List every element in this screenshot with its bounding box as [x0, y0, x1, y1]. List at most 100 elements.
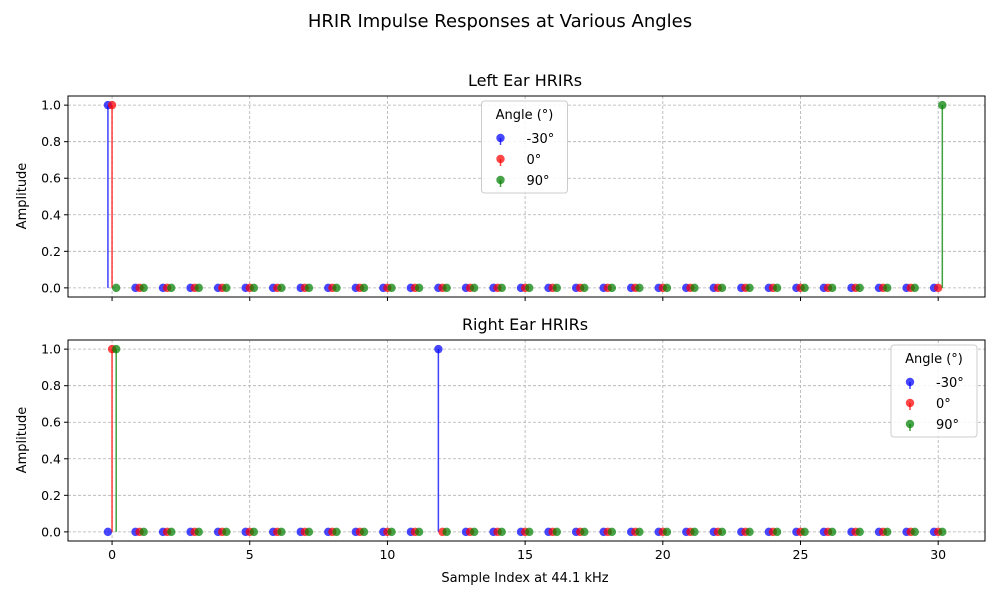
stem-marker: [332, 527, 341, 537]
legend-entry: 90°: [527, 174, 550, 189]
y-tick-label: 0.6: [41, 171, 61, 186]
stem-marker: [580, 283, 589, 293]
stem-marker: [938, 527, 947, 537]
stem-marker: [442, 527, 451, 537]
stem-marker: [139, 283, 148, 293]
y-tick-label: 0.4: [41, 451, 61, 466]
y-tick-label: 0.0: [41, 524, 61, 539]
stem-marker: [139, 527, 148, 537]
stem-marker: [910, 283, 919, 293]
stem-marker: [525, 527, 534, 537]
stem-marker: [690, 527, 699, 537]
stem-marker: [635, 527, 644, 537]
y-tick-label: 0.2: [41, 244, 61, 259]
stem-marker: [855, 527, 864, 537]
legend-box: [890, 344, 978, 438]
legend-entry: -30°: [936, 376, 964, 391]
figure-title: HRIR Impulse Responses at Various Angles: [308, 11, 692, 32]
y-tick-label: 1.0: [41, 342, 61, 357]
stem-marker: [222, 527, 231, 537]
stem-marker: [249, 527, 259, 537]
stem-marker: [194, 283, 204, 293]
stem-marker: [717, 527, 727, 537]
right-ear-title: Right Ear HRIRs: [462, 315, 588, 334]
stem-marker: [883, 283, 892, 293]
y-tick-label: 0.4: [41, 207, 61, 222]
x-tick-label: 15: [517, 547, 533, 562]
legend-marker: [905, 398, 915, 408]
stem-marker: [883, 527, 892, 537]
stem-marker: [222, 283, 231, 293]
stem-marker: [635, 283, 644, 293]
stem-marker: [580, 527, 589, 537]
stem-marker: [525, 283, 534, 293]
stem-marker: [387, 527, 396, 537]
stem-marker: [167, 527, 176, 537]
y-tick-label: 0.0: [41, 280, 61, 295]
left-ear-ylabel: Amplitude: [15, 163, 30, 230]
legend-title: Angle (°): [905, 352, 963, 367]
stem-marker: [662, 527, 672, 537]
stem-marker: [167, 283, 176, 293]
stem-marker: [304, 527, 314, 537]
stem-marker: [800, 527, 809, 537]
stem-series: [103, 100, 947, 293]
stem-marker: [277, 283, 286, 293]
stem-marker: [497, 527, 506, 537]
stem-marker: [690, 283, 699, 293]
stem-marker: [414, 283, 424, 293]
stem-marker: [249, 283, 259, 293]
stem-marker: [800, 283, 809, 293]
legend-marker: [496, 175, 505, 185]
y-tick-label: 0.6: [41, 415, 61, 430]
legend-entry: 0°: [936, 397, 951, 412]
legend-marker: [905, 377, 915, 387]
left-ear-title: Left Ear HRIRs: [468, 71, 582, 90]
stem-marker: [745, 283, 754, 293]
stem-marker: [332, 283, 341, 293]
x-tick-label: 30: [930, 547, 946, 562]
stem-marker: [469, 283, 479, 293]
stem-series: [103, 344, 947, 537]
stem-marker: [469, 527, 479, 537]
legend: Angle (°) -30° 0° 90°: [890, 344, 978, 438]
legend-title: Angle (°): [496, 108, 554, 123]
stem-marker: [107, 100, 117, 110]
y-tick-label: 0.8: [41, 134, 61, 149]
stem-marker: [414, 527, 424, 537]
stem-marker: [662, 283, 672, 293]
legend-marker: [496, 154, 505, 164]
stem-marker: [304, 283, 314, 293]
right-ear-ylabel: Amplitude: [15, 407, 30, 474]
legend-marker: [905, 419, 915, 429]
stem-marker: [194, 527, 204, 537]
legend-entry: 0°: [527, 153, 542, 168]
y-tick-label: 0.2: [41, 488, 61, 503]
legend-entry: 90°: [936, 418, 959, 433]
y-tick-label: 0.8: [41, 378, 61, 393]
stem-marker: [103, 527, 113, 537]
grid: [68, 340, 985, 541]
stem-marker: [745, 527, 754, 537]
stem-marker: [938, 100, 947, 110]
stem-marker: [772, 527, 782, 537]
y-tick-label: 1.0: [41, 98, 61, 113]
x-axis-label: Sample Index at 44.1 kHz: [441, 571, 608, 586]
stem-marker: [827, 527, 837, 537]
stem-marker: [552, 527, 561, 537]
stem-marker: [607, 527, 617, 537]
stem-marker: [111, 283, 121, 293]
stem-marker: [442, 283, 451, 293]
stem-marker: [552, 283, 561, 293]
legend-entry: -30°: [527, 132, 555, 147]
stem-marker: [434, 344, 443, 354]
stem-marker: [607, 283, 617, 293]
x-tick-label: 20: [655, 547, 671, 562]
stem-marker: [387, 283, 396, 293]
stem-marker: [717, 283, 727, 293]
stem-marker: [359, 527, 369, 537]
x-tick-label: 0: [108, 547, 116, 562]
legend: Angle (°) -30° 0° 90°: [481, 100, 568, 194]
axes-frame: [67, 339, 986, 542]
